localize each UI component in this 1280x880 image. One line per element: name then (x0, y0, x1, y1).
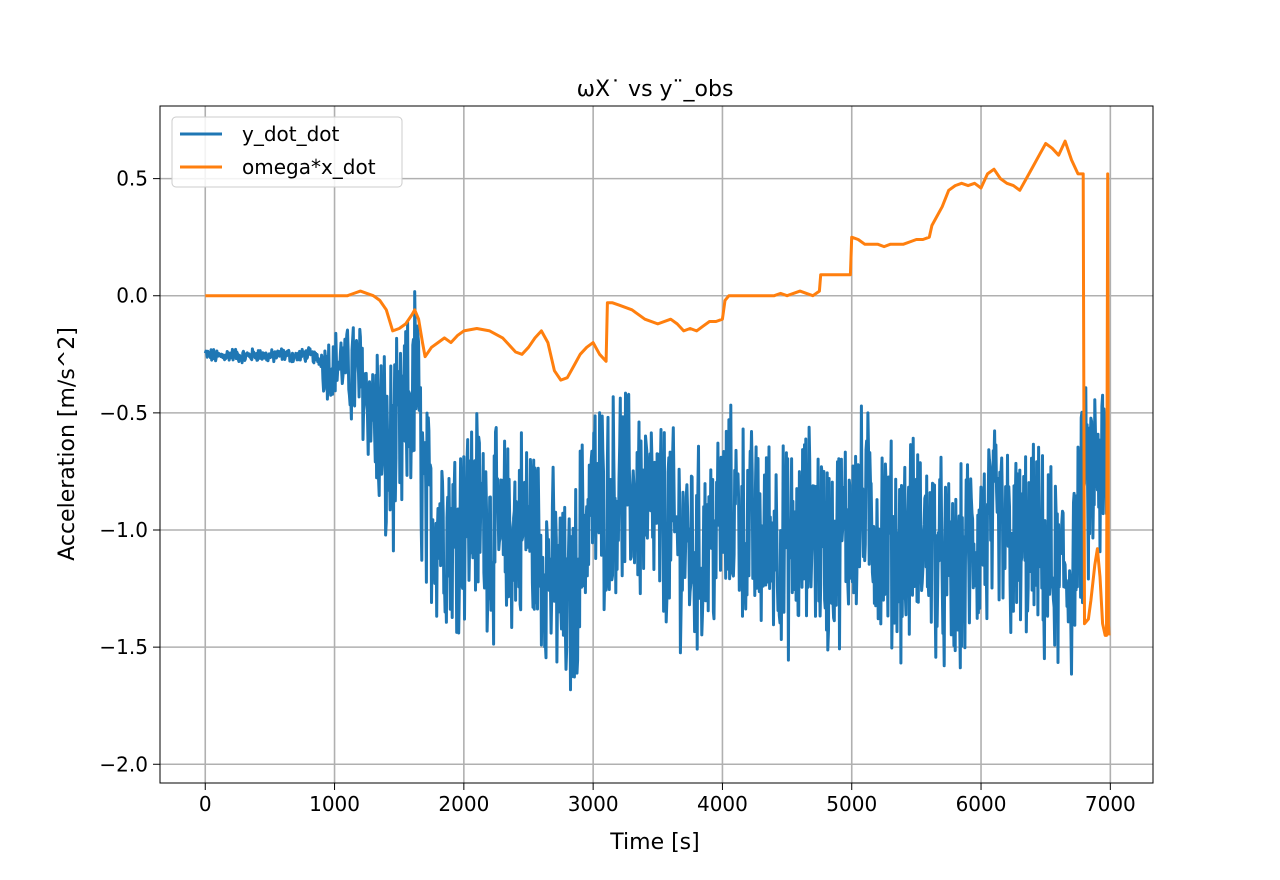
x-axis: 0 1000 2000 3000 4000 5000 6000 7000 (199, 783, 1136, 816)
y-tick-label: −1.0 (99, 518, 148, 542)
series-layer (203, 139, 1111, 692)
series-line-1 (205, 139, 1111, 637)
x-tick-label: 0 (199, 792, 212, 816)
y-tick-label: 0.5 (116, 167, 148, 191)
y-tick-label: −0.5 (99, 401, 148, 425)
x-tick-label: 6000 (956, 792, 1007, 816)
x-tick-label: 2000 (438, 792, 489, 816)
x-tick-label: 7000 (1085, 792, 1136, 816)
legend: y_dot_dot omega*x_dot (171, 116, 403, 188)
y-tick-label: −1.5 (99, 635, 148, 659)
legend-label: y_dot_dot (242, 122, 340, 146)
y-axis: −2.0 −1.5 −1.0 −0.5 0.0 0.5 (99, 167, 160, 776)
x-tick-label: 1000 (309, 792, 360, 816)
y-axis-label: Acceleration [m/s^2] (55, 327, 80, 561)
plot-frame (159, 105, 1154, 784)
x-tick-label: 3000 (568, 792, 619, 816)
x-tick-label: 4000 (697, 792, 748, 816)
x-axis-label: Time [s] (609, 830, 699, 855)
legend-box (171, 116, 403, 188)
y-tick-label: −2.0 (99, 752, 148, 776)
x-tick-label: 5000 (826, 792, 877, 816)
legend-label: omega*x_dot (242, 155, 376, 179)
grid (160, 106, 1153, 783)
chart-title: ωX˙ vs y¨_obs (577, 77, 734, 102)
y-tick-label: 0.0 (116, 284, 148, 308)
series-line-0 (203, 290, 1110, 692)
